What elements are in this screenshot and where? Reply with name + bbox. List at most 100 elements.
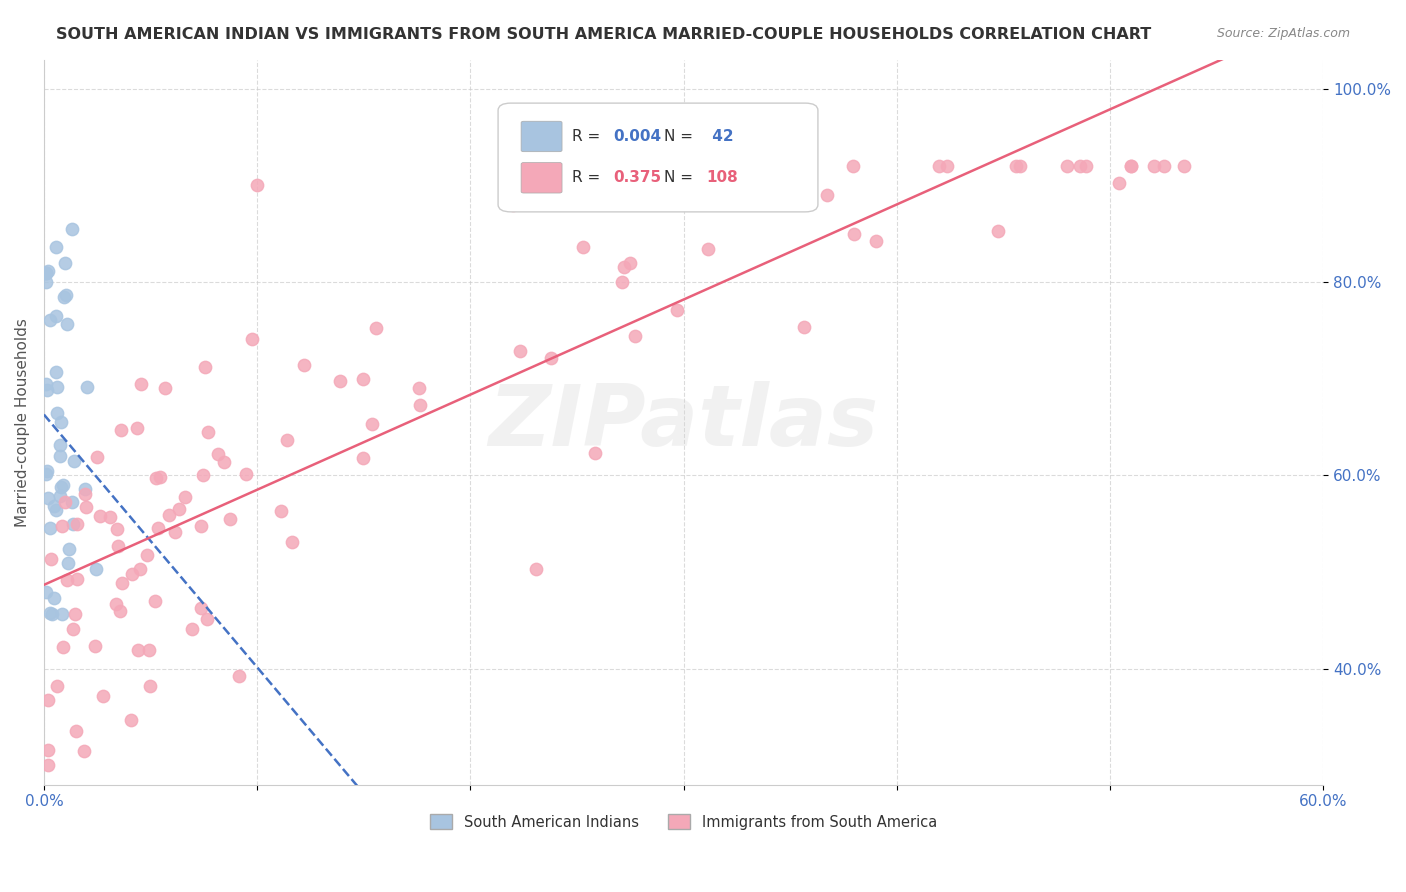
Point: [149, 470, 172, 484]
Point: [51, 519, 73, 533]
Point: [509, 344, 531, 359]
Text: 0.004: 0.004: [613, 129, 661, 144]
Point: [624, 329, 647, 343]
Point: [148, 521, 170, 535]
Point: [533, 178, 555, 193]
Point: [240, 332, 263, 346]
Point: [62, 516, 84, 531]
Point: [110, 423, 132, 437]
Point: [593, 181, 616, 195]
Point: [35, 464, 58, 478]
Point: [37, 491, 59, 505]
Point: [610, 275, 633, 289]
Point: [56, 573, 79, 587]
Point: [191, 467, 214, 482]
Point: [83, 639, 105, 653]
Y-axis label: Married-couple Households: Married-couple Households: [15, 318, 30, 526]
Point: [111, 575, 134, 590]
Point: [1069, 159, 1091, 173]
Point: [696, 242, 718, 256]
Point: [41, 551, 63, 566]
Text: 42: 42: [707, 129, 734, 144]
FancyBboxPatch shape: [522, 121, 562, 152]
Legend: South American Indians, Immigrants from South America: South American Indians, Immigrants from …: [425, 808, 942, 836]
Point: [62, 623, 84, 637]
Point: [352, 450, 374, 465]
Text: N =: N =: [665, 170, 699, 186]
Point: [129, 377, 152, 392]
FancyBboxPatch shape: [522, 162, 562, 193]
Point: [35, 585, 58, 599]
Point: [1008, 159, 1031, 173]
Point: [35, 467, 58, 481]
Point: [865, 234, 887, 248]
Point: [174, 490, 197, 504]
Point: [35, 267, 58, 281]
Text: 0.375: 0.375: [613, 170, 661, 186]
Point: [1143, 159, 1166, 173]
Point: [105, 597, 128, 611]
Point: [619, 256, 641, 270]
Text: ZIPatlas: ZIPatlas: [488, 381, 879, 464]
Point: [84, 562, 107, 576]
Point: [1121, 159, 1143, 173]
Point: [194, 359, 217, 374]
Point: [793, 320, 815, 334]
Point: [49, 415, 72, 429]
Point: [190, 518, 212, 533]
Point: [751, 187, 773, 202]
Point: [45, 239, 67, 253]
Point: [121, 566, 143, 581]
Point: [65, 607, 87, 621]
Point: [842, 159, 865, 173]
Point: [127, 643, 149, 657]
Point: [35, 266, 58, 280]
Point: [666, 302, 689, 317]
Point: [51, 607, 73, 621]
Point: [165, 524, 187, 539]
Point: [35, 275, 58, 289]
Point: [928, 159, 950, 173]
Point: [37, 743, 59, 757]
Point: [366, 321, 388, 335]
Point: [145, 471, 167, 485]
Point: [360, 417, 382, 431]
Point: [572, 240, 595, 254]
Text: N =: N =: [665, 129, 699, 144]
Point: [75, 500, 97, 514]
Point: [157, 508, 180, 522]
Point: [105, 522, 128, 536]
Point: [108, 604, 131, 618]
Point: [58, 542, 80, 557]
Point: [52, 290, 75, 304]
Point: [270, 504, 292, 518]
Point: [352, 372, 374, 386]
Point: [228, 669, 250, 683]
Point: [195, 612, 218, 626]
Point: [38, 521, 60, 535]
Point: [524, 562, 547, 576]
Point: [37, 264, 59, 278]
Point: [48, 449, 70, 463]
Point: [39, 606, 62, 620]
Point: [139, 679, 162, 693]
Point: [91, 689, 114, 703]
Point: [1153, 159, 1175, 173]
Point: [65, 724, 87, 739]
Point: [181, 622, 204, 636]
Point: [214, 455, 236, 469]
Point: [125, 420, 148, 434]
Point: [35, 384, 58, 398]
Point: [45, 365, 67, 379]
Point: [37, 693, 59, 707]
Point: [58, 556, 80, 570]
Point: [73, 487, 96, 501]
Point: [37, 758, 59, 772]
Point: [143, 593, 166, 607]
Point: [329, 374, 352, 388]
Point: [65, 572, 87, 586]
Point: [72, 744, 94, 758]
Point: [540, 351, 562, 365]
Text: 108: 108: [707, 170, 738, 186]
FancyBboxPatch shape: [498, 103, 818, 212]
